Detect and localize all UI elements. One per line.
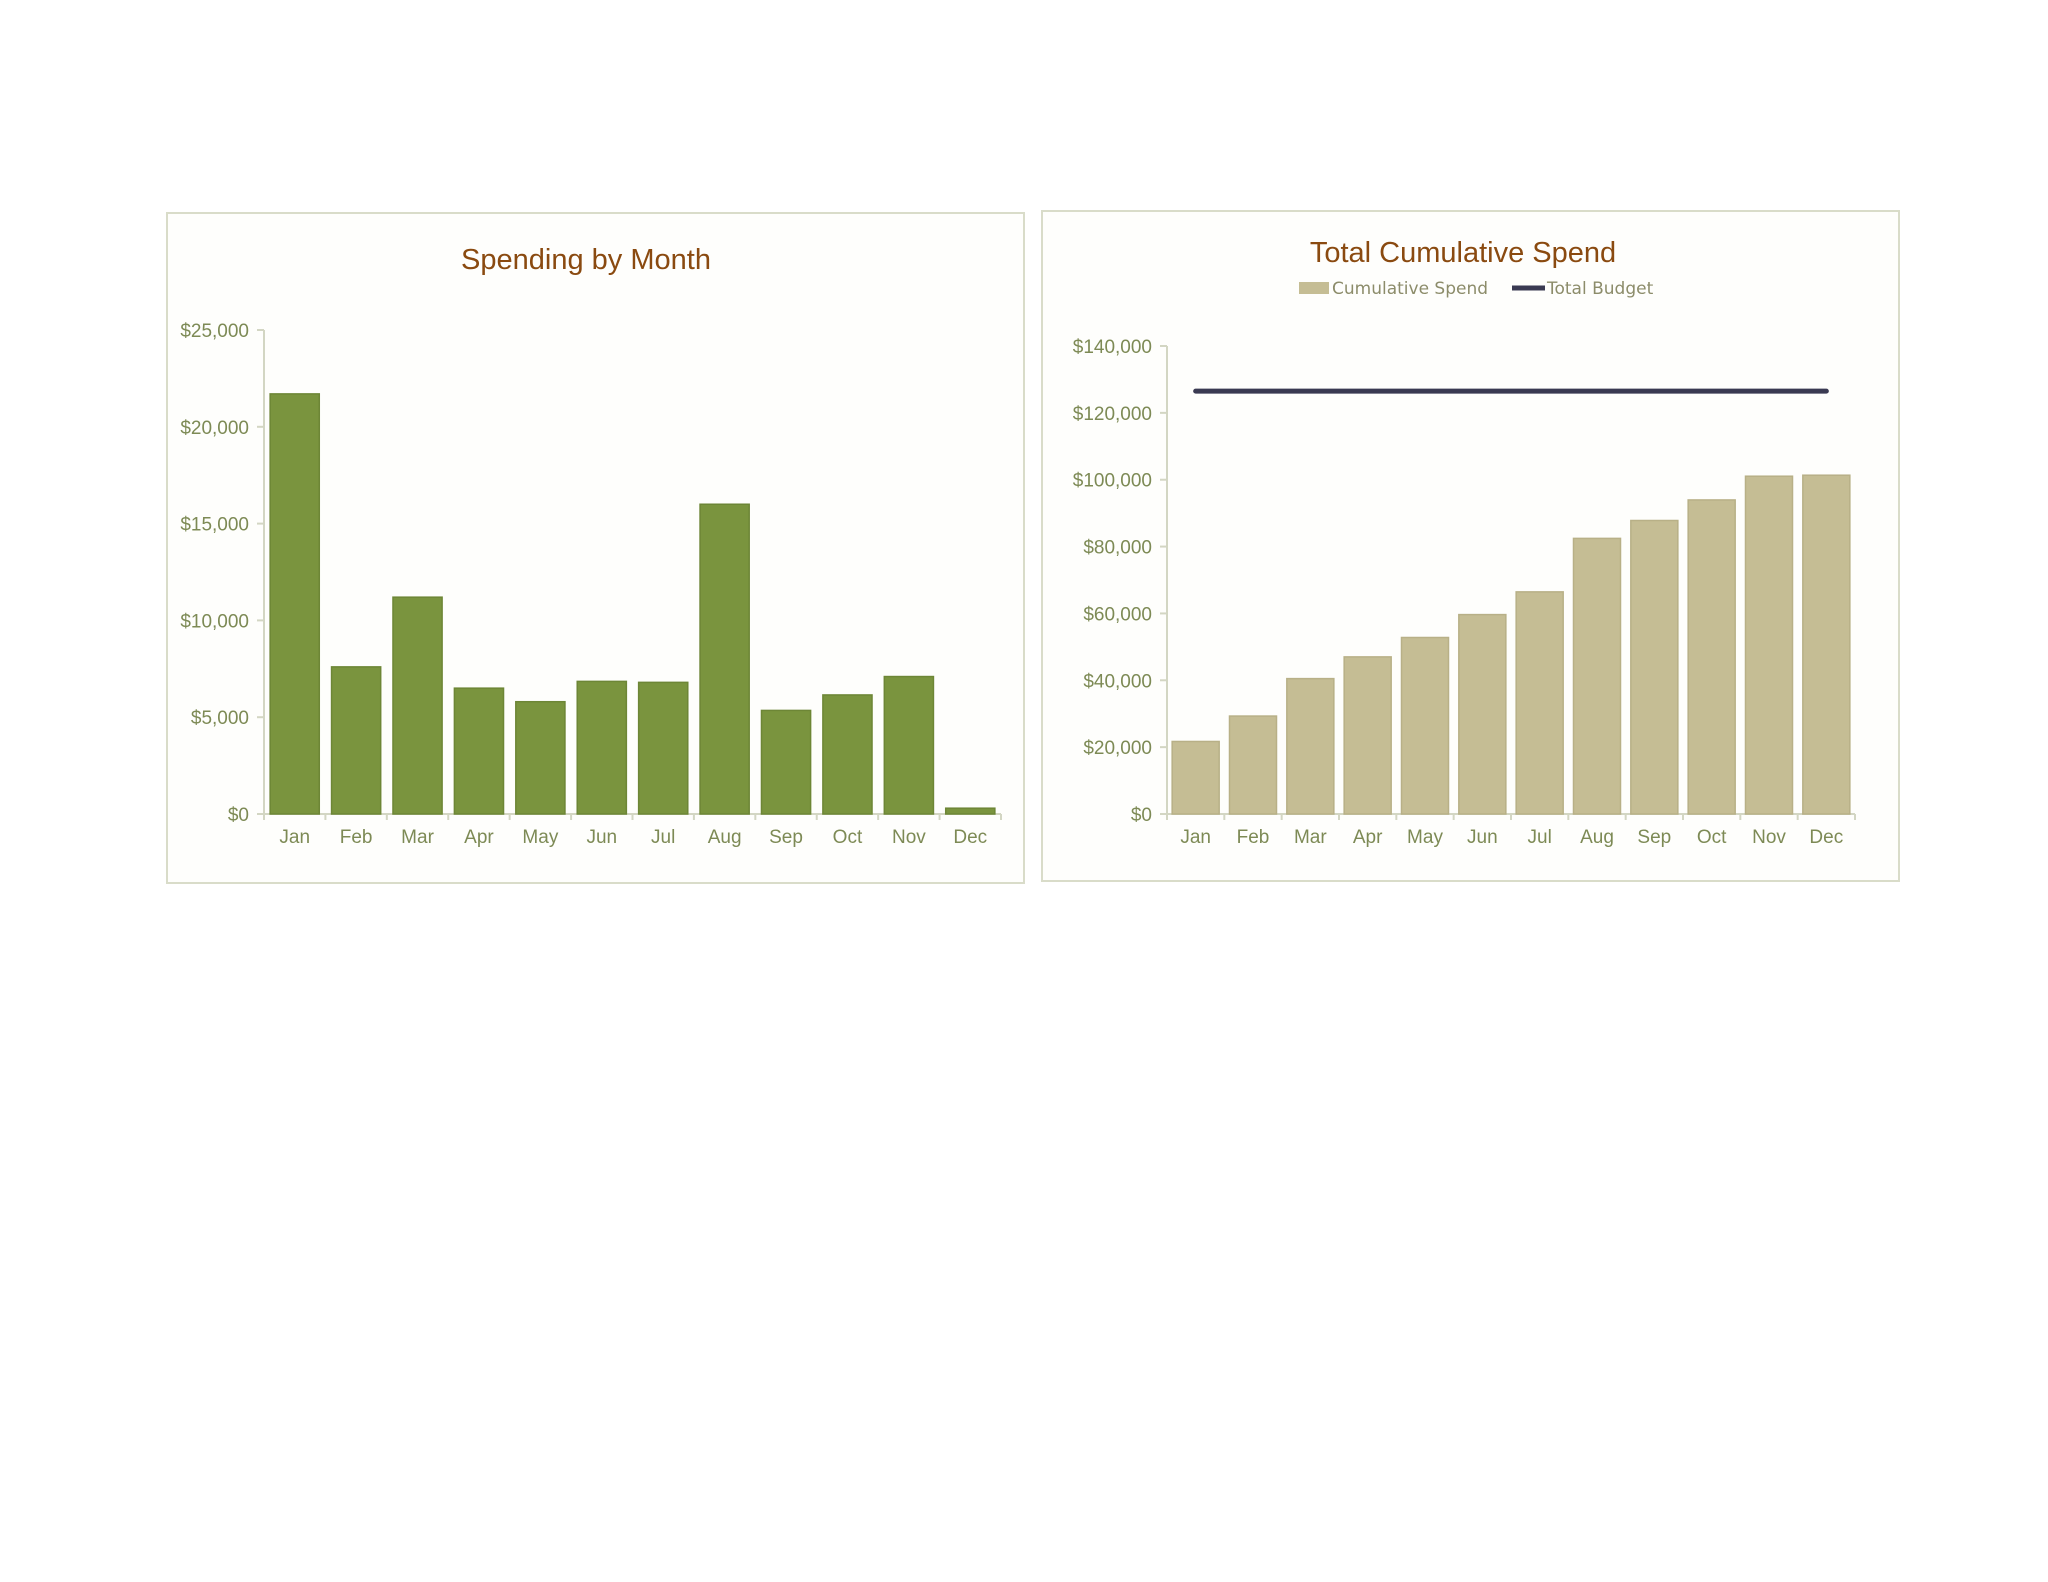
bar-aug <box>1572 537 1622 815</box>
bar-nov <box>1744 475 1794 815</box>
y-tick-label: $100,000 <box>1073 471 1152 492</box>
bar-jul <box>637 681 689 815</box>
x-tick-label: Oct <box>833 827 863 848</box>
bar-jul <box>1515 591 1564 815</box>
x-tick-label: Dec <box>1809 827 1843 848</box>
bar-apr <box>453 687 505 815</box>
y-tick-label: $120,000 <box>1073 404 1152 425</box>
y-tick-label: $80,000 <box>1083 538 1152 559</box>
x-tick-label: Aug <box>1580 827 1614 848</box>
bar-dec <box>1802 474 1851 815</box>
y-tick-label: $140,000 <box>1073 337 1152 358</box>
x-tick-label: Jul <box>1528 827 1552 848</box>
x-tick-label: May <box>1407 827 1443 848</box>
bar-may <box>515 700 566 815</box>
y-tick-label: $20,000 <box>180 418 249 439</box>
spending-by-month-svg: Spending by Month $0 $5,000 $10,000 $15,000… <box>180 244 1002 848</box>
x-tick-label: Jun <box>1467 827 1498 848</box>
bar-dec <box>944 807 996 815</box>
spending-by-month-chart: Spending by Month $0 $5,000 $10,000 $15,000… <box>166 212 1025 884</box>
y-tick-label: $20,000 <box>1083 738 1152 759</box>
legend-label-total-budget: Total Budget <box>1546 279 1654 299</box>
x-tick-label: Jun <box>586 827 617 848</box>
x-tick-label: May <box>522 827 558 848</box>
bar-jan <box>1171 740 1220 815</box>
y-tick-label: $0 <box>1131 805 1152 826</box>
x-tick-label: Apr <box>464 827 494 848</box>
bar-sep <box>760 709 812 815</box>
y-tick-label: $25,000 <box>180 321 249 342</box>
y-tick-label: $5,000 <box>191 708 249 729</box>
legend-swatch-cumulative-spend <box>1299 282 1329 294</box>
bar-apr <box>1343 656 1392 815</box>
bar-oct <box>1687 499 1736 815</box>
x-tick-label: Sep <box>1637 827 1671 848</box>
bar-mar <box>1286 677 1335 815</box>
x-tick-label: Nov <box>892 827 926 848</box>
y-tick-label: $60,000 <box>1083 604 1152 625</box>
legend: Cumulative Spend Total Budget <box>1299 279 1654 299</box>
chart-title: Total Cumulative Spend <box>1310 237 1616 269</box>
y-tick-label: $0 <box>228 805 249 826</box>
x-tick-label: Sep <box>769 827 803 848</box>
total-cumulative-spend-chart: Total Cumulative Spend Cumulative Spend … <box>1041 210 1900 882</box>
x-tick-label: Apr <box>1353 827 1383 848</box>
bar-may <box>1400 636 1450 815</box>
x-tick-label: Mar <box>1294 827 1327 848</box>
x-tick-label: Mar <box>401 827 434 848</box>
x-tick-label: Oct <box>1697 827 1727 848</box>
y-tick-label: $15,000 <box>180 515 249 536</box>
x-tick-label: Feb <box>1237 827 1270 848</box>
bar-aug <box>699 503 750 815</box>
bar-sep <box>1630 519 1679 815</box>
bar-jun <box>576 680 628 815</box>
x-tick-label: Aug <box>708 827 742 848</box>
y-tick-label: $10,000 <box>180 611 249 632</box>
bar-nov <box>883 675 935 815</box>
x-tick-label: Feb <box>340 827 373 848</box>
x-tick-label: Nov <box>1752 827 1786 848</box>
x-tick-label: Jan <box>1180 827 1211 848</box>
x-tick-label: Jan <box>279 827 310 848</box>
bar-jan <box>269 393 321 815</box>
y-tick-label: $40,000 <box>1083 671 1152 692</box>
bar-oct <box>822 694 873 815</box>
bar-feb <box>1228 715 1278 815</box>
bar-jun <box>1458 613 1507 815</box>
legend-label-cumulative-spend: Cumulative Spend <box>1332 279 1488 299</box>
chart-title: Spending by Month <box>461 244 711 276</box>
bar-mar <box>392 596 443 815</box>
bar-feb <box>330 666 382 815</box>
x-tick-label: Dec <box>953 827 987 848</box>
total-cumulative-spend-svg: Total Cumulative Spend Cumulative Spend … <box>1073 237 1856 848</box>
x-tick-label: Jul <box>651 827 675 848</box>
